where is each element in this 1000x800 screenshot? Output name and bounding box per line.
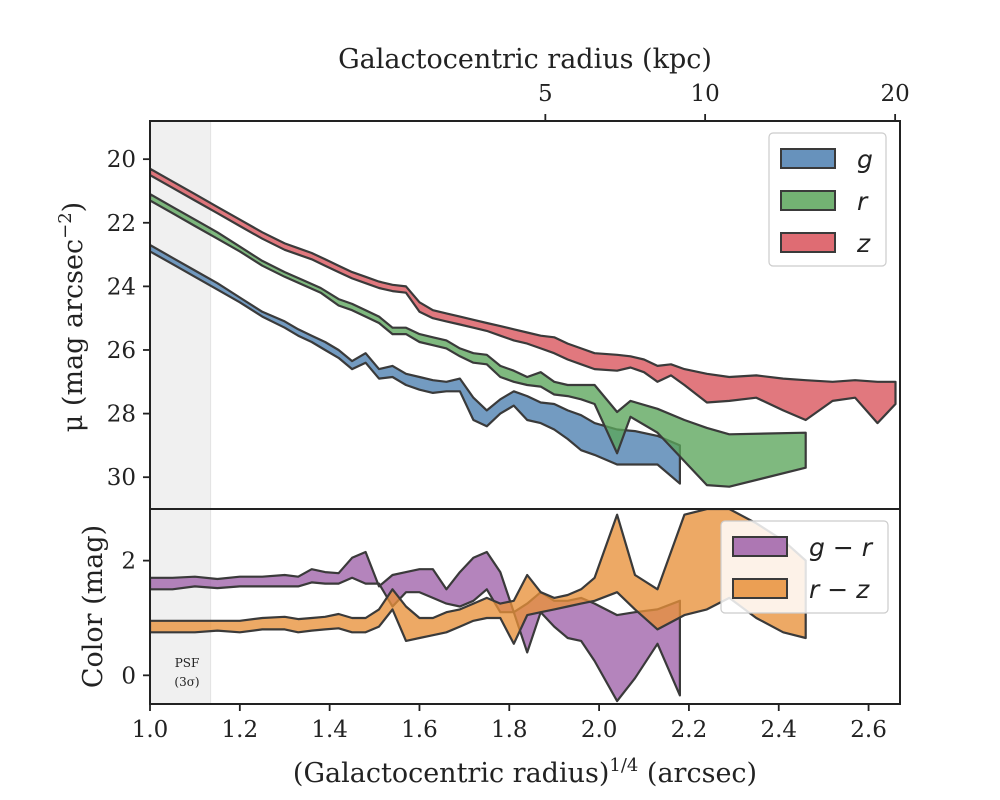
legend-swatch-z	[780, 232, 836, 253]
color-y-tick-label: 2	[121, 549, 136, 575]
legend-swatch-gr	[732, 536, 788, 557]
color-axis-title: Color (mag)	[78, 525, 109, 688]
psf-label-sigma: (3σ)	[174, 675, 199, 689]
band-rz	[150, 509, 807, 645]
x-tick-label: 2.2	[671, 717, 708, 743]
top-x-tick-label: 20	[880, 81, 909, 107]
x-tick-label: 1.2	[222, 717, 259, 743]
legend-label-rz: r − z	[809, 575, 870, 604]
x-tick-label: 2.4	[760, 717, 797, 743]
x-tick-label: 2.6	[850, 717, 887, 743]
legend-swatch-g	[780, 148, 836, 169]
psf-band	[149, 120, 212, 705]
band-gr	[150, 550, 681, 703]
x-tick-label: 1.0	[132, 717, 169, 743]
x-tick-label: 1.4	[311, 717, 348, 743]
top-x-tick-label: 10	[690, 81, 719, 107]
color-y-tick-label: 0	[121, 663, 136, 689]
y-tick-label: 22	[107, 211, 136, 237]
x-tick-label: 1.8	[491, 717, 528, 743]
legend-swatch-r	[780, 190, 836, 211]
x-axis-title: (Galactocentric radius)1/4 (arcsec)	[293, 755, 757, 789]
legend-label-gr: g − r	[809, 533, 874, 562]
band-r	[150, 193, 807, 488]
legend-label-z: z	[856, 229, 871, 258]
x-tick-label: 1.6	[401, 717, 438, 743]
top-x-tick-label: 5	[538, 81, 553, 107]
band-z	[150, 167, 897, 425]
y-tick-label: 20	[107, 147, 136, 173]
band-g	[150, 243, 681, 485]
legend-swatch-rz	[732, 578, 788, 599]
bottom-panel-frame	[149, 508, 901, 705]
y-tick-label: 24	[107, 274, 136, 300]
x-tick-label: 2.0	[581, 717, 618, 743]
y-axis-title: μ (mag arcsec−2)	[55, 202, 89, 432]
legend-label-r: r	[857, 187, 869, 216]
y-tick-label: 26	[107, 338, 136, 364]
y-tick-label: 30	[107, 465, 136, 491]
y-tick-label: 28	[107, 402, 136, 428]
top-axis-title: Galactocentric radius (kpc)	[338, 44, 712, 75]
psf-label: PSF	[175, 656, 200, 670]
legend-label-g: g	[857, 145, 873, 174]
